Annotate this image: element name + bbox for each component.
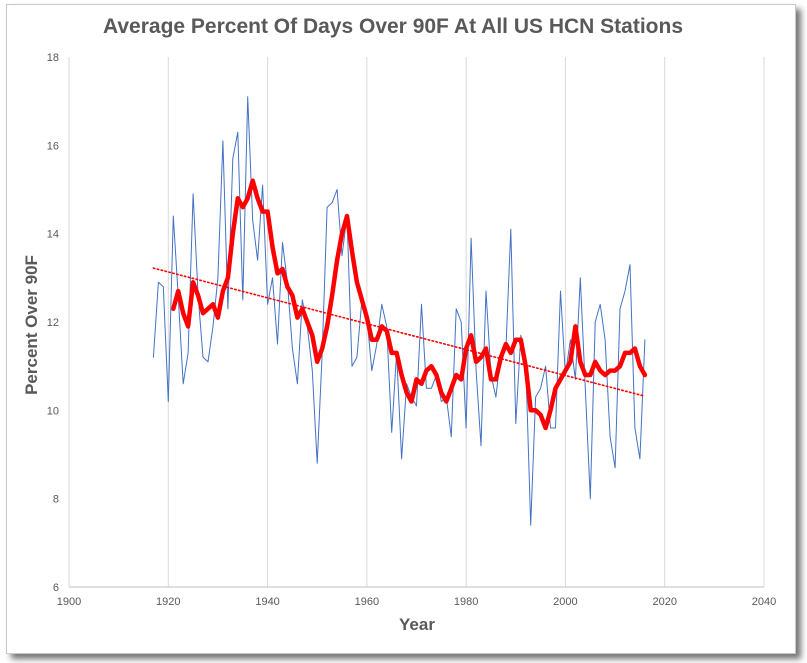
annual-series-line — [152, 96, 646, 526]
x-tick-label: 2040 — [752, 596, 776, 608]
x-axis-label: Year — [399, 615, 435, 634]
y-tick-label: 10 — [47, 405, 59, 417]
x-tick-label: 1960 — [355, 596, 379, 608]
line-chart: 1900 1920 1940 1960 1980 2000 2020 2040 6 8 10 12 14… — [22, 15, 776, 634]
y-tick-label: 8 — [53, 494, 59, 506]
x-tick-label: 1900 — [57, 596, 81, 608]
x-tick-label: 2020 — [652, 596, 676, 608]
y-tick-label: 12 — [47, 317, 59, 329]
y-tick-label: 14 — [47, 229, 59, 241]
series-layer — [152, 96, 648, 526]
y-tick-label: 16 — [47, 140, 59, 152]
y-tick-label: 6 — [53, 582, 59, 594]
moving-average-series-line — [171, 178, 648, 431]
y-axis-label: Percent Over 90F — [22, 255, 41, 395]
tick-labels: 1900 1920 1940 1960 1980 2000 2020 2040 6 8 10 12 14… — [47, 52, 776, 608]
trend-series-line — [152, 267, 646, 398]
gridlines — [68, 57, 765, 587]
x-tick-label: 1920 — [156, 596, 180, 608]
x-tick-label: 1980 — [454, 596, 478, 608]
chart-title: Average Percent Of Days Over 90F At All … — [103, 15, 683, 38]
y-tick-label: 18 — [47, 52, 59, 64]
x-tick-label: 1940 — [255, 596, 279, 608]
x-tick-label: 2000 — [553, 596, 577, 608]
chart-frame: 1900 1920 1940 1960 1980 2000 2020 2040 6 8 10 12 14… — [6, 4, 796, 654]
